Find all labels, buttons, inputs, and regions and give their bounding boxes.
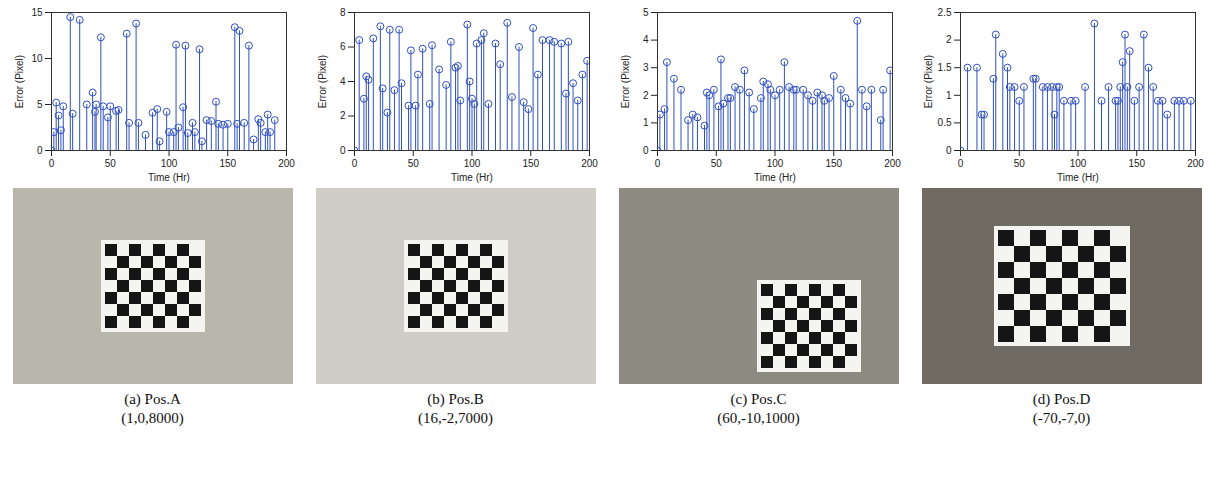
svg-text:0: 0 <box>49 158 55 169</box>
svg-text:50: 50 <box>105 158 117 169</box>
html-text:(60,-10,1000): (60,-10,1000) <box>717 410 800 426</box>
svg-text:50: 50 <box>711 158 723 169</box>
svg-text:3: 3 <box>643 62 649 73</box>
svg-text:2: 2 <box>643 90 649 101</box>
svg-text:50: 50 <box>1014 158 1026 169</box>
svg-text:2: 2 <box>340 110 346 121</box>
svg-text:6: 6 <box>340 41 346 52</box>
html-text:(c) Pos.C: (c) Pos.C <box>730 391 787 407</box>
svg-text:Time (Hr): Time (Hr) <box>754 172 796 183</box>
svg-text:0: 0 <box>340 145 346 156</box>
svg-text:0: 0 <box>946 145 952 156</box>
svg-text:100: 100 <box>161 158 178 169</box>
svg-text:5: 5 <box>37 99 43 110</box>
svg-text:Time (Hr): Time (Hr) <box>1057 172 1099 183</box>
html-text:(-70,-7,0): (-70,-7,0) <box>1032 410 1091 426</box>
svg-text:Time (Hr): Time (Hr) <box>451 172 493 183</box>
svg-text:150: 150 <box>522 158 539 169</box>
svg-text:0: 0 <box>352 158 358 169</box>
svg-text:50: 50 <box>408 158 420 169</box>
svg-text:4: 4 <box>643 34 649 45</box>
html-text:(b) Pos.B: (b) Pos.B <box>427 391 484 407</box>
html-text:(a) Pos.A: (a) Pos.A <box>124 391 181 407</box>
svg-text:1.5: 1.5 <box>938 62 952 73</box>
svg-text:8: 8 <box>340 7 346 18</box>
svg-text:0.5: 0.5 <box>938 117 952 128</box>
svg-text:0: 0 <box>37 145 43 156</box>
svg-text:Error (Pixel): Error (Pixel) <box>620 55 631 108</box>
svg-text:Time (Hr): Time (Hr) <box>148 172 190 183</box>
svg-text:100: 100 <box>767 158 784 169</box>
svg-text:150: 150 <box>219 158 236 169</box>
svg-text:1: 1 <box>946 90 952 101</box>
svg-text:Error (Pixel): Error (Pixel) <box>14 55 25 108</box>
svg-text:0: 0 <box>958 158 964 169</box>
html-text:(1,0,8000): (1,0,8000) <box>121 410 184 426</box>
svg-text:150: 150 <box>1128 158 1145 169</box>
svg-text:200: 200 <box>278 158 295 169</box>
svg-text:200: 200 <box>581 158 598 169</box>
svg-text:15: 15 <box>31 7 43 18</box>
svg-text:2: 2 <box>946 34 952 45</box>
svg-text:10: 10 <box>31 53 43 64</box>
svg-text:1: 1 <box>643 117 649 128</box>
svg-text:200: 200 <box>884 158 901 169</box>
svg-text:Error (Pixel): Error (Pixel) <box>923 55 934 108</box>
svg-text:2.5: 2.5 <box>938 7 952 18</box>
html-text:(d) Pos.D: (d) Pos.D <box>1032 391 1091 407</box>
svg-text:100: 100 <box>464 158 481 169</box>
svg-text:5: 5 <box>643 7 649 18</box>
html-text:(16,-2,7000): (16,-2,7000) <box>418 410 493 426</box>
svg-text:100: 100 <box>1070 158 1087 169</box>
svg-text:150: 150 <box>825 158 842 169</box>
svg-text:200: 200 <box>1187 158 1204 169</box>
svg-text:0: 0 <box>655 158 661 169</box>
svg-text:Error (Pixel): Error (Pixel) <box>317 55 328 108</box>
svg-text:4: 4 <box>340 76 346 87</box>
svg-text:0: 0 <box>643 145 649 156</box>
